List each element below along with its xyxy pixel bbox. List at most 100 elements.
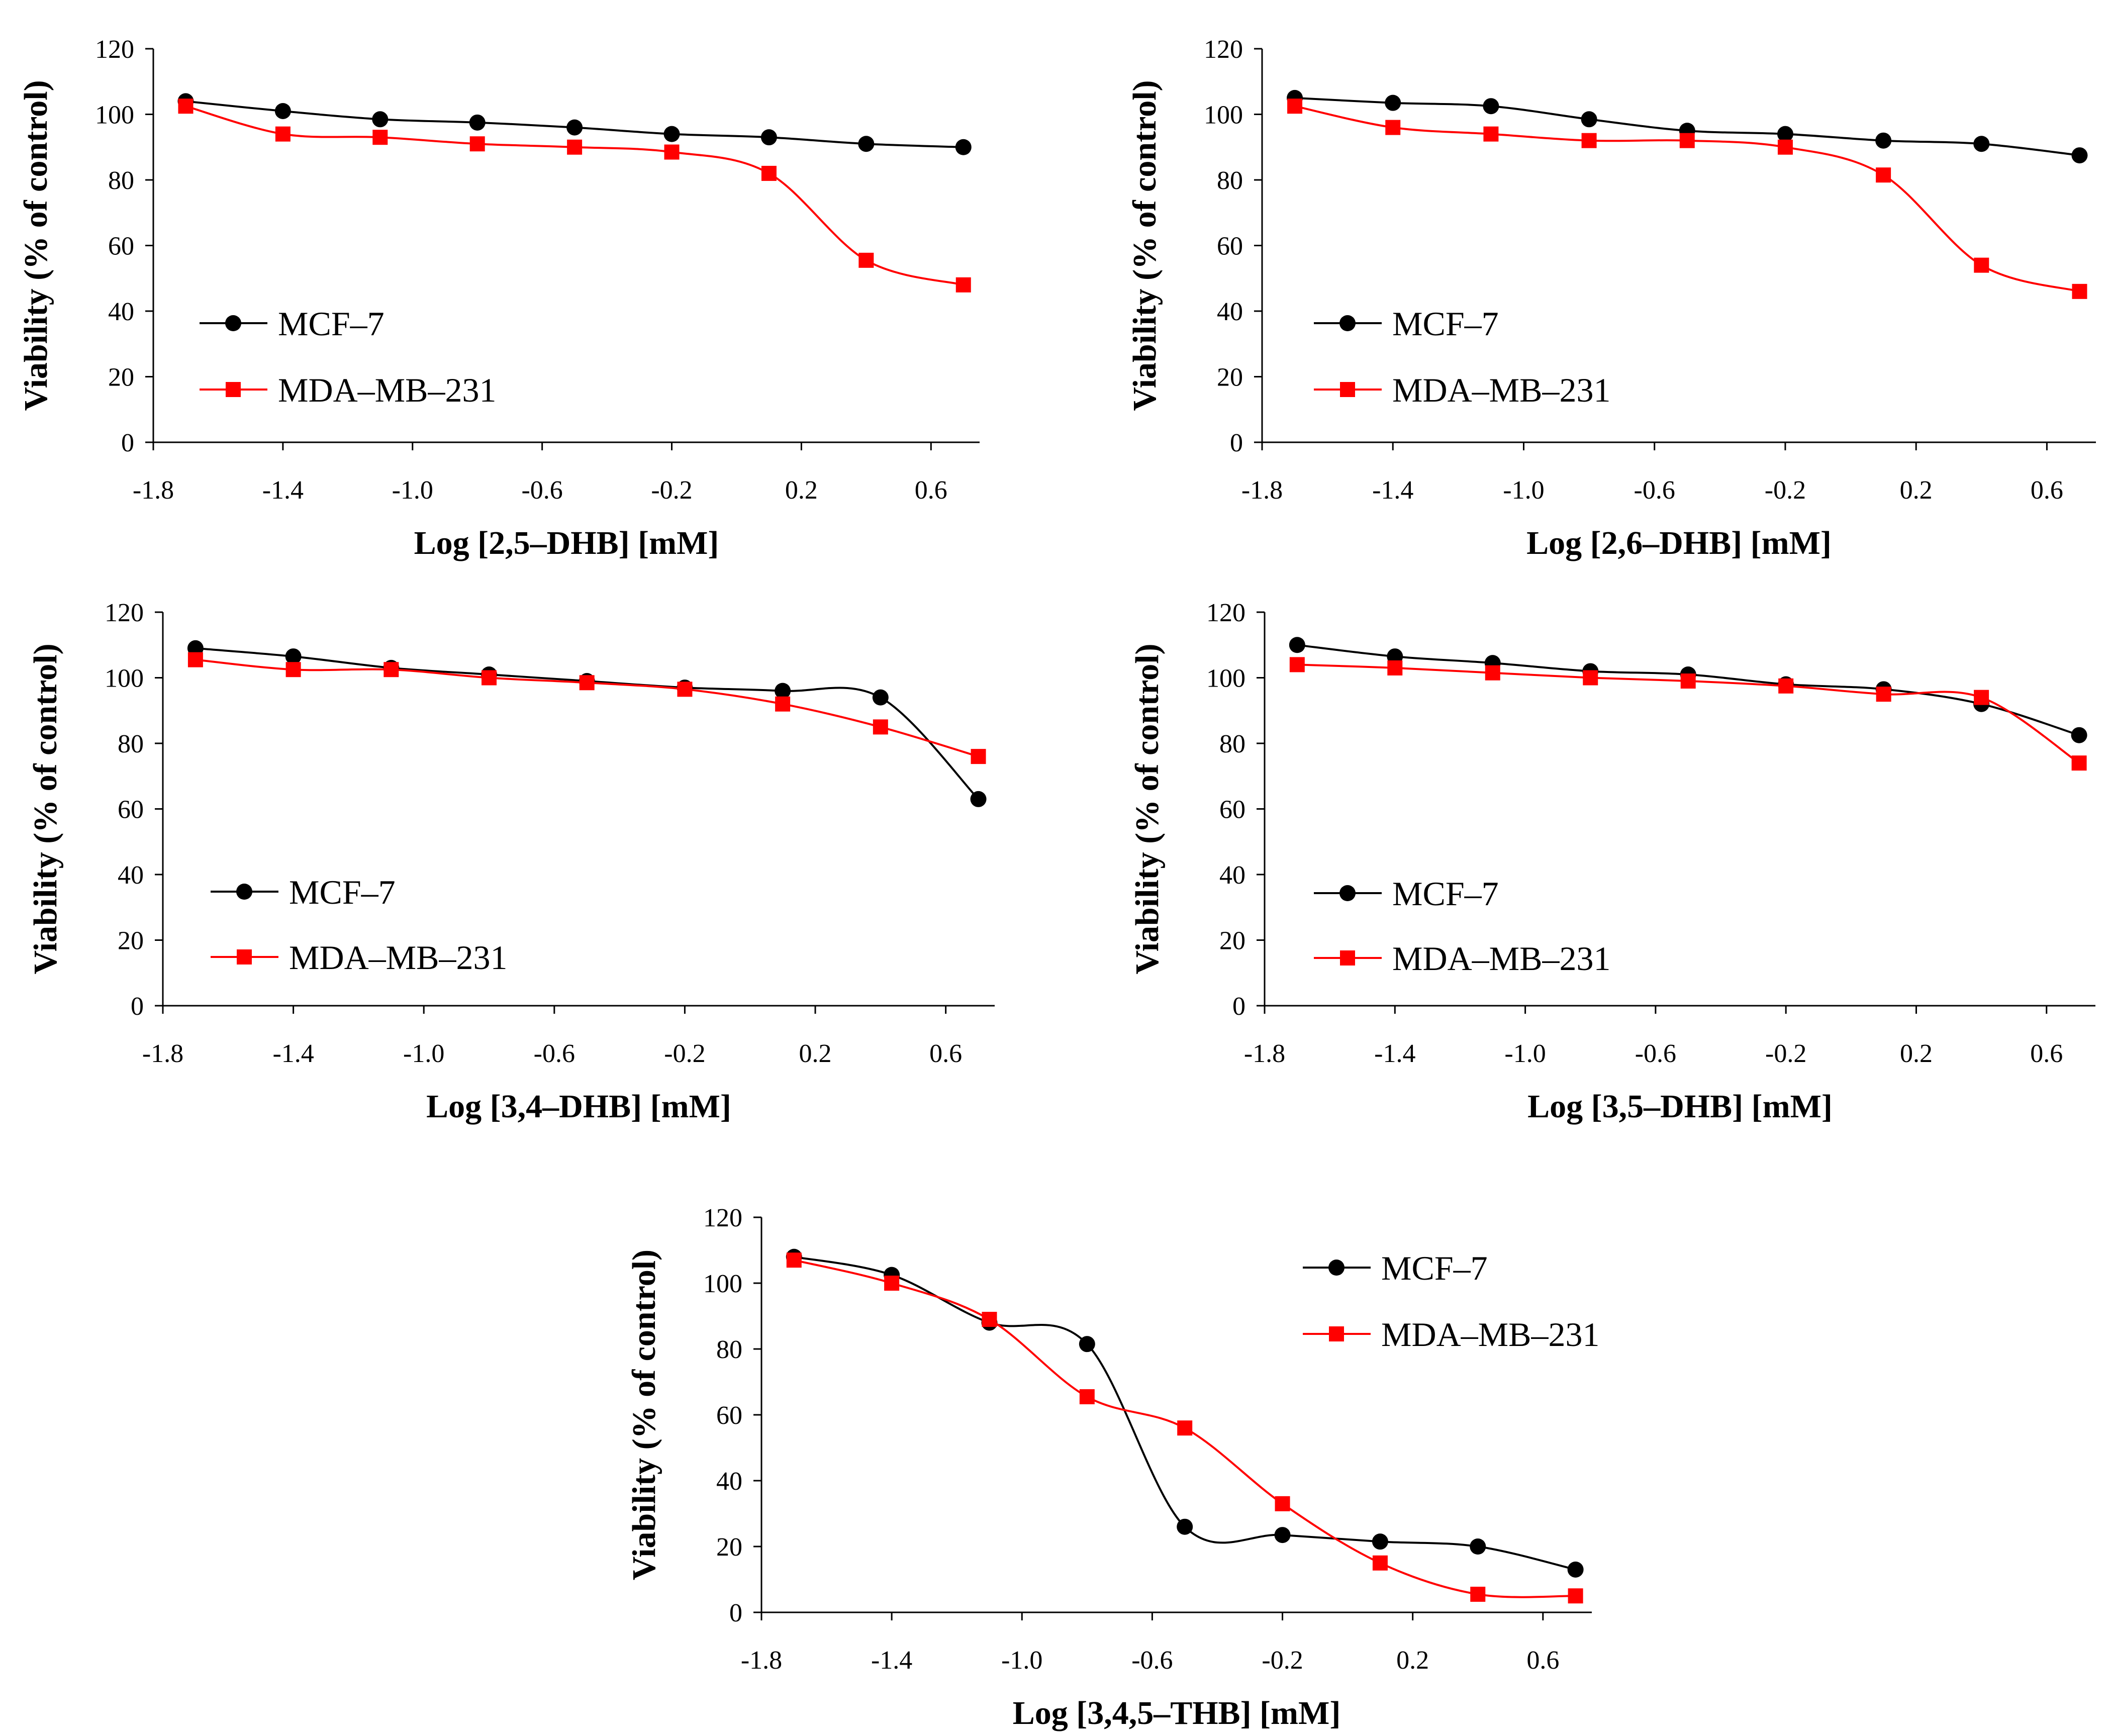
legend-item-mcf-7: MCF–7 (200, 305, 385, 343)
legend-marker-square-icon (1340, 950, 1355, 966)
y-tick-label: 120 (1206, 599, 1245, 627)
x-tick-label: -0.2 (1765, 476, 1806, 505)
y-tick-label: 80 (118, 730, 144, 758)
data-point-mda-mb-231 (1372, 1555, 1388, 1571)
legend-item-mda-mb-231: MDA–MB–231 (1314, 371, 1611, 409)
y-tick-label: 100 (95, 101, 134, 130)
data-point-mda-mb-231 (1385, 120, 1401, 135)
x-tick-label: -1.8 (741, 1646, 782, 1675)
y-tick-label: 20 (716, 1533, 742, 1562)
data-point-mcf-7 (1177, 1518, 1193, 1535)
data-point-mcf-7 (970, 791, 987, 807)
y-tick-label: 80 (1217, 166, 1243, 195)
chart-2: 0 20 40 60 80 100 120 -1.8 -1.4 -1.0 -0.6 -0.2 0.2 0.… (1126, 35, 2096, 561)
x-tick-label: 0.6 (915, 476, 947, 505)
data-point-mda-mb-231 (677, 682, 693, 697)
x-tick-label: -1.4 (272, 1039, 314, 1068)
legend-label: MDA–MB–231 (278, 371, 497, 409)
y-tick-label: 0 (729, 1599, 742, 1627)
legend-marker-circle-icon (225, 315, 241, 331)
x-tick-label: -1.4 (871, 1646, 912, 1675)
chart-5: 0 20 40 60 80 100 120 -1.8 -1.4 -1.0 -0.6 -0.2 0.2 0.… (626, 1204, 1599, 1731)
y-tick-label: 80 (716, 1335, 742, 1364)
data-point-mda-mb-231 (1177, 1420, 1193, 1436)
legend-label: MCF–7 (1392, 305, 1499, 343)
legend-marker-circle-icon (1339, 885, 1356, 901)
legend-label: MCF–7 (1392, 875, 1499, 913)
data-point-mda-mb-231 (1679, 133, 1695, 148)
series-line-mda-mb-231 (1294, 105, 2080, 293)
x-axis-title: Log [3,4–DHB] [mM] (426, 1088, 731, 1125)
data-point-mda-mb-231 (1974, 690, 1989, 705)
legend-item-mda-mb-231: MDA–MB–231 (1303, 1315, 1600, 1354)
legend-label: MDA–MB–231 (1392, 939, 1611, 978)
legend: MCF–7 MDA–MB–231 (1303, 1249, 1600, 1354)
data-point-mcf-7 (1567, 1561, 1584, 1578)
data-point-mda-mb-231 (579, 675, 595, 691)
data-point-mcf-7 (2071, 147, 2088, 164)
data-point-mcf-7 (285, 648, 302, 665)
y-tick-label: 120 (95, 35, 134, 64)
data-point-mda-mb-231 (1485, 665, 1500, 681)
y-tick-label: 0 (121, 429, 134, 457)
data-point-mda-mb-231 (383, 662, 399, 678)
data-point-mcf-7 (566, 119, 583, 136)
x-tick-label: -1.0 (1001, 1646, 1042, 1675)
series-line-mcf-7 (1297, 644, 2080, 736)
data-point-mda-mb-231 (761, 165, 777, 181)
x-axis-title: Log [3,5–DHB] [mM] (1527, 1088, 1833, 1125)
y-tick-label: 40 (716, 1467, 742, 1496)
data-point-mda-mb-231 (1583, 670, 1598, 686)
y-axis-title: Viability (% of control) (1126, 80, 1163, 411)
y-tick-label: 20 (108, 363, 134, 392)
data-point-mda-mb-231 (1876, 687, 1891, 702)
data-point-mcf-7 (1385, 94, 1401, 111)
chart-4: 0 20 40 60 80 100 120 -1.8 -1.4 -1.0 -0.6 -0.2 0.2 0.… (1129, 599, 2095, 1125)
legend-item-mcf-7: MCF–7 (211, 873, 396, 911)
data-point-mcf-7 (760, 129, 777, 146)
y-axis-title: Viability (% of control) (626, 1249, 662, 1580)
legend-marker-circle-icon (1339, 315, 1356, 331)
data-point-mda-mb-231 (884, 1276, 900, 1291)
x-tick-label: 0.2 (1396, 1646, 1429, 1675)
x-tick-label: 0.6 (1526, 1646, 1559, 1675)
data-point-mcf-7 (2071, 727, 2087, 743)
x-tick-label: 0.6 (929, 1039, 962, 1068)
data-point-mda-mb-231 (275, 126, 291, 142)
series-mda-mb-231 (187, 652, 986, 764)
y-tick-label: 0 (1232, 992, 1245, 1021)
x-tick-label: 0.6 (2030, 1039, 2063, 1068)
x-tick-label: -1.4 (1374, 1039, 1415, 1068)
chart-3: 0 20 40 60 80 100 120 -1.8 -1.4 -1.0 -0.6 -0.2 0.2 0.… (27, 599, 995, 1125)
data-point-mda-mb-231 (1275, 1496, 1290, 1511)
x-tick-label: -0.6 (1131, 1646, 1173, 1675)
x-tick-label: -1.0 (1504, 1039, 1546, 1068)
legend-item-mda-mb-231: MDA–MB–231 (200, 371, 497, 409)
legend-item-mcf-7: MCF–7 (1303, 1249, 1488, 1287)
y-tick-label: 100 (703, 1270, 742, 1298)
x-tick-label: 0.2 (785, 476, 818, 505)
data-point-mda-mb-231 (482, 670, 497, 686)
data-point-mda-mb-231 (664, 144, 680, 160)
data-point-mcf-7 (1079, 1336, 1095, 1353)
data-point-mda-mb-231 (469, 136, 485, 152)
data-point-mda-mb-231 (1387, 660, 1403, 676)
y-tick-label: 20 (1217, 363, 1243, 392)
data-point-mda-mb-231 (1470, 1586, 1486, 1602)
y-tick-label: 40 (118, 861, 144, 890)
series-line-mcf-7 (794, 1256, 1576, 1571)
x-axis-title: Log [2,6–DHB] [mM] (1526, 525, 1832, 561)
y-tick-label: 120 (703, 1204, 742, 1232)
data-point-mcf-7 (1777, 126, 1793, 142)
legend-label: MCF–7 (289, 873, 396, 911)
legend-marker-square-icon (226, 382, 241, 397)
data-point-mda-mb-231 (1289, 657, 1305, 672)
legend-label: MDA–MB–231 (1381, 1315, 1600, 1354)
data-point-mda-mb-231 (858, 252, 874, 268)
data-point-mcf-7 (1483, 98, 1499, 115)
y-axis-title: Viability (% of control) (18, 80, 54, 411)
data-point-mcf-7 (1372, 1533, 1388, 1550)
y-tick-label: 0 (1230, 429, 1243, 457)
x-tick-label: -0.2 (1765, 1039, 1806, 1068)
y-tick-label: 40 (1219, 861, 1245, 890)
